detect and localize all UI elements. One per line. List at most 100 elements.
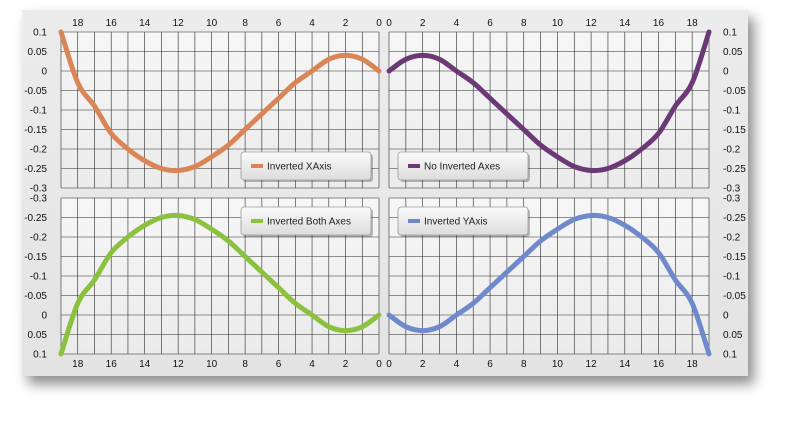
data-point [572,217,577,222]
data-point [109,131,114,136]
data-point [707,30,712,35]
data-point [293,80,298,85]
series-line [58,212,382,357]
y-tick-label: -0.3 [723,194,741,205]
panel-bottom-right: 0 2 4 6 8 10 12 14 16 18 -0.3 -0.25 -0.2 -0.15 -0.1 -0.… [386,194,746,371]
data-point [471,80,476,85]
x-tick-label: 8 [242,359,248,370]
data-point [59,352,64,357]
x-tick-label: 12 [586,18,598,29]
y-tick-label: 0.1 [33,350,47,361]
y-tick-label: 0.1 [723,28,737,39]
y-tick-label: -0.25 [723,213,746,224]
x-tick-label: 14 [139,359,151,370]
x-tick-label: 0 [376,18,382,29]
x-tick-label: 4 [309,18,315,29]
data-point [326,324,331,329]
data-point [437,324,442,329]
data-point [707,352,712,357]
data-point [639,235,644,240]
y-tick-label: 0.05 [723,47,743,58]
data-point [109,250,114,255]
data-point [589,168,594,173]
x-tick-label: 18 [687,359,699,370]
y-tick-label: -0.05 [723,86,746,97]
y-tick-label: 0 [41,67,47,78]
data-point [142,223,147,228]
x-tick-label: 16 [106,18,118,29]
x-tick-label: 0 [386,18,392,29]
data-point [420,53,425,58]
data-point [454,69,459,74]
y-tick-label: -0.2 [30,145,48,156]
data-point [690,80,695,85]
data-point [276,96,281,101]
x-tick-label: 16 [653,359,665,370]
data-point [639,147,644,152]
data-point [377,69,382,74]
data-point [622,223,627,228]
data-point [326,57,331,62]
data-point [387,69,392,74]
data-point [538,238,543,243]
data-point [589,213,594,218]
data-point [159,215,164,220]
x-tick-label: 2 [420,359,426,370]
data-point [521,127,526,132]
data-point [656,131,661,136]
y-tick-label: 0 [723,67,729,78]
data-point [538,143,543,148]
x-tick-label: 8 [521,18,527,29]
x-tick-label: 0 [386,359,392,370]
x-tick-label: 4 [454,18,460,29]
data-point [176,213,181,218]
y-tick-label: -0.3 [30,184,48,195]
x-tick-label: 14 [619,18,631,29]
data-point [504,270,509,275]
legend-label: Inverted Both Axes [267,217,351,228]
y-tick-label: -0.25 [24,164,47,175]
legend: Inverted YAxis [397,206,530,237]
data-point [555,227,560,232]
y-tick-label: -0.1 [723,272,741,283]
data-point [572,164,577,169]
data-point [343,53,348,58]
data-point [209,227,214,232]
data-point [488,285,493,290]
data-point [209,154,214,159]
data-point [192,217,197,222]
y-tick-label: 0.05 [28,330,48,341]
data-point [605,166,610,171]
panel-bottom-left: 18 16 14 12 10 8 6 4 2 0 -0.3 -0.25 -0.2 -0.15 -0.1 -0.… [24,194,382,371]
data-point [471,301,476,306]
series-line [58,29,382,174]
x-tick-label: 10 [552,359,564,370]
x-tick-label: 6 [487,359,493,370]
y-tick-label: -0.05 [723,291,746,302]
data-point [673,277,678,282]
data-point [360,324,365,329]
x-tick-label: 2 [420,18,426,29]
y-tick-label: -0.25 [24,213,47,224]
y-tick-label: -0.25 [723,164,746,175]
y-tick-label: 0.1 [33,28,47,39]
data-point [403,324,408,329]
legend-box [240,206,372,236]
data-point [437,57,442,62]
data-point [310,313,315,318]
legend-label: No Inverted Axes [424,162,500,173]
data-point [343,328,348,333]
x-tick-label: 18 [687,18,699,29]
y-tick-label: -0.15 [24,252,47,263]
panel-top-right: 0 2 4 6 8 10 12 14 16 18 0.1 0.05 0 -0.05 -0.1 -0.15 -0.… [386,18,746,195]
x-tick-label: 18 [72,359,84,370]
y-tick-label: -0.1 [30,272,48,283]
legend-box [397,206,529,236]
legend-box [240,151,372,181]
data-point [142,158,147,163]
x-tick-label: 16 [106,359,118,370]
x-tick-label: 10 [206,18,218,29]
y-tick-label: -0.2 [30,233,48,244]
data-point [555,154,560,159]
x-tick-label: 8 [242,18,248,29]
